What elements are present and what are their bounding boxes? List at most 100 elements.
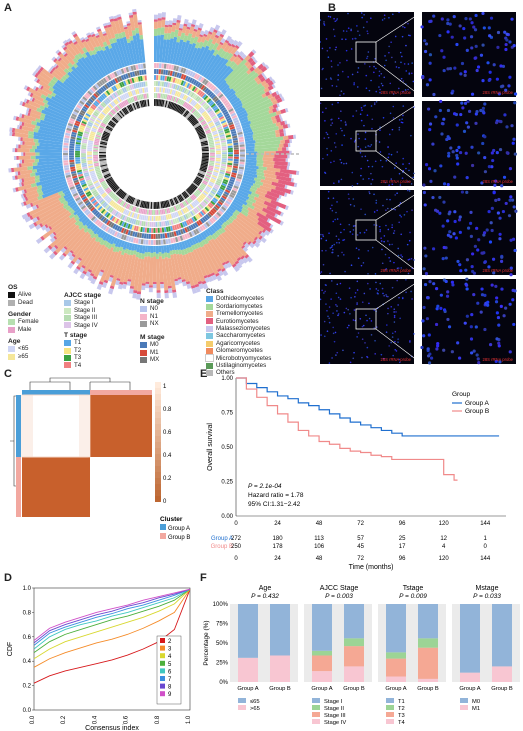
class-segment	[220, 38, 226, 44]
legend-label: Stage I	[74, 299, 94, 307]
nucleus	[460, 61, 465, 66]
risk-cell: 106	[314, 544, 325, 550]
class-segment	[216, 236, 238, 263]
class-segment	[202, 39, 209, 48]
class-segment	[240, 182, 252, 189]
nucleus	[393, 311, 395, 313]
class-segment	[244, 242, 250, 249]
class-segment	[64, 73, 70, 79]
nucleus	[440, 49, 444, 53]
nucleus	[335, 304, 337, 306]
class-segment	[103, 49, 116, 72]
nucleus	[439, 99, 443, 104]
class-segment	[199, 34, 204, 38]
nucleus	[446, 317, 450, 322]
nucleus	[503, 30, 507, 34]
nucleus	[361, 16, 363, 19]
class-segment	[84, 56, 103, 80]
bar-category-label: Group A	[311, 686, 332, 692]
class-segment	[245, 157, 257, 161]
nucleus	[434, 322, 439, 327]
nucleus	[438, 195, 442, 200]
nucleus	[379, 159, 382, 162]
nucleus	[466, 125, 470, 129]
legend-item: Microbotryomycetes	[205, 354, 271, 363]
nucleus	[498, 237, 502, 241]
class-segment	[197, 280, 203, 285]
class-segment	[247, 240, 252, 246]
nucleus	[481, 43, 485, 47]
nucleus	[392, 232, 395, 234]
class-segment	[259, 76, 266, 83]
nucleus	[469, 221, 473, 225]
class-segment	[185, 253, 199, 285]
class-segment	[235, 58, 243, 66]
nucleus	[494, 284, 498, 288]
class-segment	[188, 26, 195, 35]
nucleus	[361, 109, 363, 111]
class-segment	[205, 33, 212, 42]
class-segment	[233, 265, 240, 272]
class-segment	[194, 45, 210, 73]
class-segment	[131, 243, 136, 251]
nucleus	[401, 255, 404, 258]
y-tick-label: 1.0	[23, 586, 32, 592]
nucleus	[364, 138, 367, 140]
class-segment	[36, 122, 66, 133]
nucleus	[347, 27, 350, 29]
nucleus	[492, 191, 496, 195]
nucleus	[504, 306, 508, 310]
nucleus	[395, 162, 397, 164]
class-segment	[156, 292, 161, 299]
annotation-cell	[153, 221, 156, 228]
nucleus	[422, 305, 426, 310]
annotation-cell	[86, 153, 93, 156]
annotation-cell	[157, 227, 161, 233]
class-segment	[41, 109, 69, 123]
nucleus	[448, 22, 452, 26]
class-segment	[27, 166, 34, 171]
nucleus	[375, 199, 378, 202]
nucleus	[513, 248, 517, 253]
class-segment	[166, 38, 174, 64]
nucleus	[405, 70, 408, 72]
nucleus	[397, 338, 399, 340]
class-segment	[265, 213, 282, 225]
class-segment	[57, 190, 64, 196]
annotation-cell	[227, 154, 234, 157]
nucleus	[350, 137, 352, 140]
class-segment	[117, 16, 122, 20]
nucleus	[397, 267, 400, 269]
nucleus	[394, 330, 397, 333]
class-segment	[278, 194, 282, 200]
class-segment	[39, 170, 65, 179]
nucleus	[498, 119, 502, 123]
x-tick-label: 0.4	[92, 715, 98, 724]
bar-legend-swatch	[386, 719, 394, 724]
nucleus	[375, 67, 377, 70]
class-segment	[27, 134, 34, 139]
nucleus	[512, 43, 516, 48]
class-segment	[218, 234, 240, 260]
nucleus	[325, 107, 327, 110]
class-segment	[72, 33, 78, 38]
nucleus	[455, 156, 459, 160]
class-segment	[18, 163, 22, 168]
legend-item: ≥65	[8, 353, 29, 360]
nucleus	[446, 18, 450, 22]
class-segment	[101, 45, 106, 52]
nucleus	[433, 169, 437, 173]
class-segment	[275, 90, 280, 96]
nucleus	[504, 47, 508, 52]
nucleus	[352, 357, 355, 360]
class-segment	[9, 131, 13, 136]
y-tick-label: 50%	[216, 641, 229, 647]
class-segment	[44, 224, 49, 229]
nucleus	[383, 17, 386, 20]
class-segment	[177, 249, 182, 255]
class-segment	[29, 112, 41, 120]
class-segment	[51, 67, 56, 72]
class-segment	[169, 250, 174, 255]
class-segment	[34, 158, 39, 163]
class-segment	[64, 78, 85, 96]
